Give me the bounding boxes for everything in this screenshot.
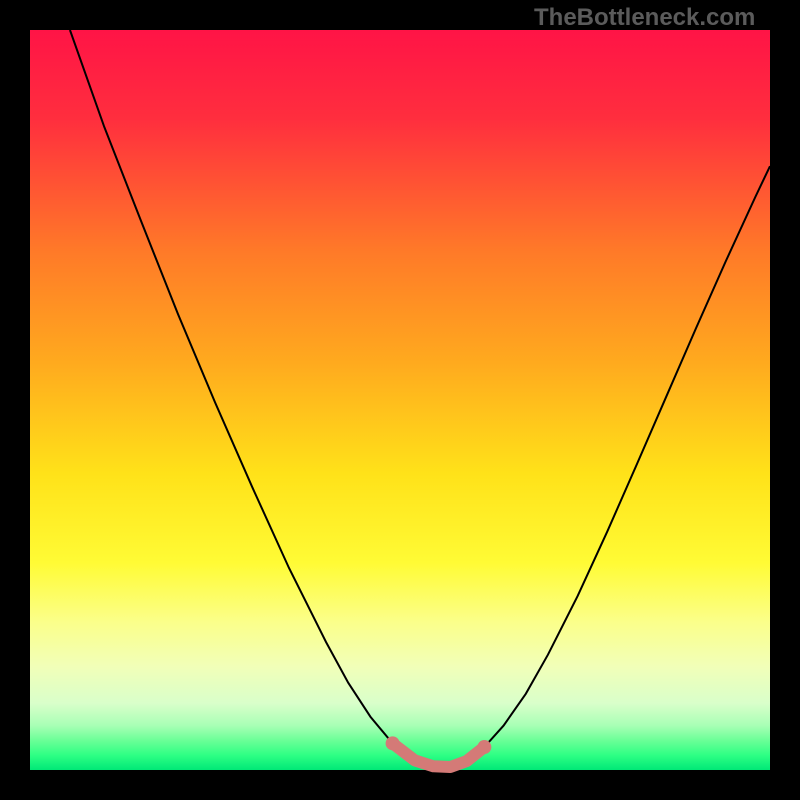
watermark-label: TheBottleneck.com bbox=[534, 4, 755, 32]
chart-container: TheBottleneck.com bbox=[0, 0, 800, 800]
gradient-plot-area bbox=[30, 30, 770, 770]
